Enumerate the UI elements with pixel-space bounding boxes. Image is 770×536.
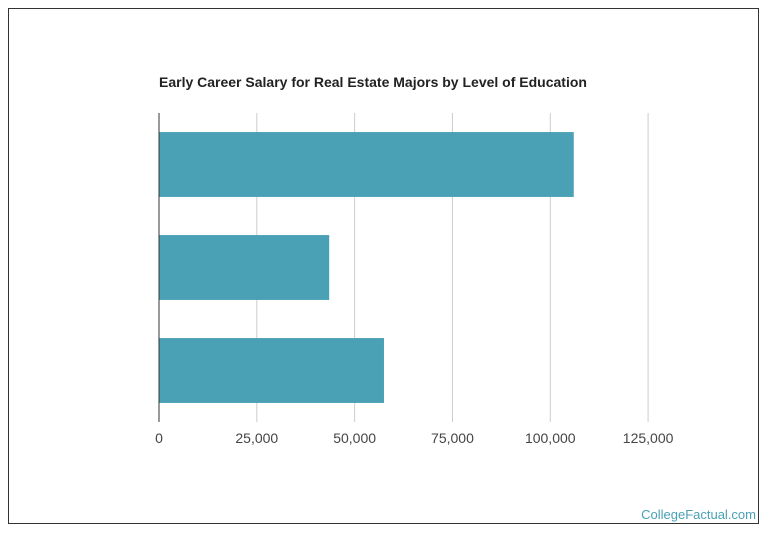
chart-title: Early Career Salary for Real Estate Majo… <box>159 74 587 90</box>
x-tick-label: 25,000 <box>235 430 278 446</box>
bar <box>159 338 384 403</box>
x-tick-label: 125,000 <box>623 430 674 446</box>
x-axis-ticks: 0 25,000 50,000 75,000 100,000 125,000 <box>155 430 674 446</box>
x-tick-label: 50,000 <box>333 430 376 446</box>
x-tick-label: 75,000 <box>431 430 474 446</box>
bars <box>159 132 574 403</box>
x-tick-label: 0 <box>155 430 163 446</box>
x-tick-label: 100,000 <box>525 430 576 446</box>
collegefactual-link[interactable]: CollegeFactual.com <box>641 507 756 522</box>
bar <box>159 235 330 300</box>
chart-frame <box>8 8 759 524</box>
bar <box>159 132 574 197</box>
